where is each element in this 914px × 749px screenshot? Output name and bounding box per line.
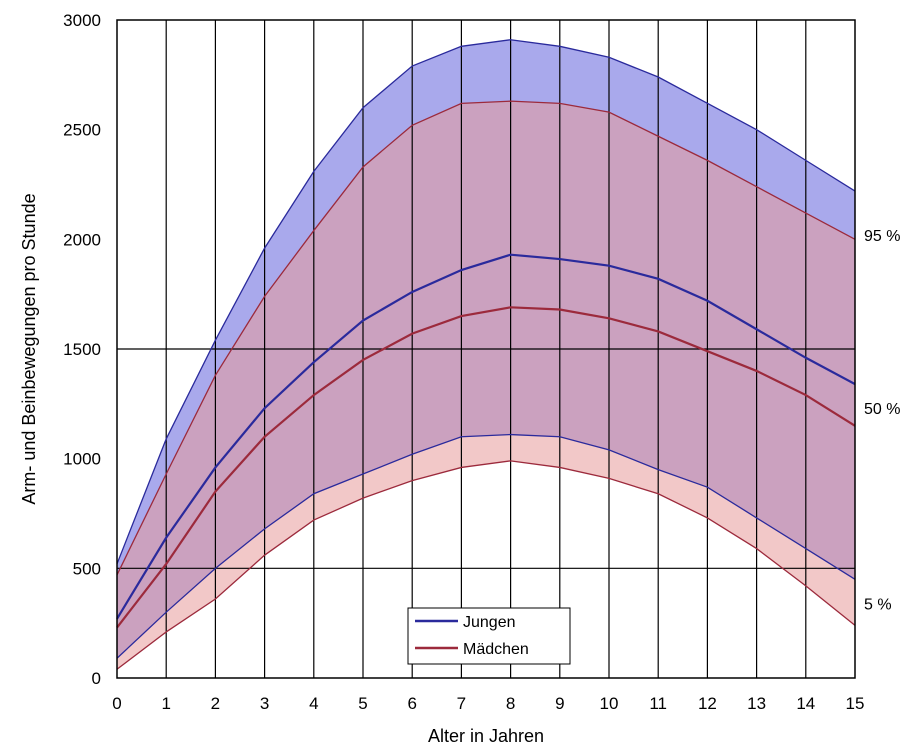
percentile-label: 5 % (864, 596, 892, 613)
grid-lines (117, 20, 855, 678)
legend-box (407, 607, 571, 665)
legend: Jungen Mädchen (407, 607, 571, 665)
x-tick-label: 15 (846, 694, 865, 713)
x-tick-label: 10 (600, 694, 619, 713)
x-axis-label: Alter in Jahren (428, 726, 544, 746)
x-tick-label: 14 (796, 694, 815, 713)
plot-frame (116, 19, 856, 679)
line-mädchen-p50 (116, 306, 856, 629)
y-tick-label: 2000 (63, 230, 101, 249)
x-tick-label: 2 (211, 694, 220, 713)
line-jungen-p50 (116, 253, 856, 620)
x-tick-label: 9 (555, 694, 564, 713)
line-mädchen-p5 (116, 460, 856, 670)
x-tick-label: 3 (260, 694, 269, 713)
series-lines (116, 39, 856, 670)
percentile-labels: 95 % 50 % 5 % (864, 228, 900, 613)
legend-label-maedchen: Mädchen (463, 641, 529, 658)
line-jungen-p5 (116, 433, 856, 659)
y-axis-label: Arm- und Beinbewegungen pro Stunde (19, 193, 39, 504)
y-tick-label: 3000 (63, 11, 101, 30)
x-tick-label: 4 (309, 694, 318, 713)
x-tick-label: 5 (358, 694, 367, 713)
percentile-label: 50 % (864, 401, 900, 418)
x-tick-label: 1 (161, 694, 170, 713)
x-tick-label: 7 (457, 694, 466, 713)
y-tick-labels: 0 500 1000 1500 2000 2500 3000 (63, 11, 101, 688)
legend-label-jungen: Jungen (463, 614, 516, 631)
y-tick-label: 2500 (63, 121, 101, 140)
x-tick-label: 13 (747, 694, 766, 713)
x-tick-label: 12 (698, 694, 717, 713)
x-tick-label: 11 (649, 694, 667, 713)
x-tick-labels: 0 1 2 3 4 5 6 7 8 9 10 11 12 13 14 15 (112, 694, 864, 713)
y-tick-label: 0 (92, 669, 101, 688)
y-tick-label: 500 (73, 559, 101, 578)
y-tick-label: 1500 (63, 340, 101, 359)
band-mädchen (117, 101, 855, 670)
y-tick-label: 1000 (63, 450, 101, 469)
line-jungen-p95 (116, 39, 856, 565)
x-tick-label: 6 (407, 694, 416, 713)
line-mädchen-p95 (116, 100, 856, 576)
percentile-label: 95 % (864, 228, 900, 245)
x-tick-label: 8 (506, 694, 515, 713)
x-tick-label: 0 (112, 694, 121, 713)
